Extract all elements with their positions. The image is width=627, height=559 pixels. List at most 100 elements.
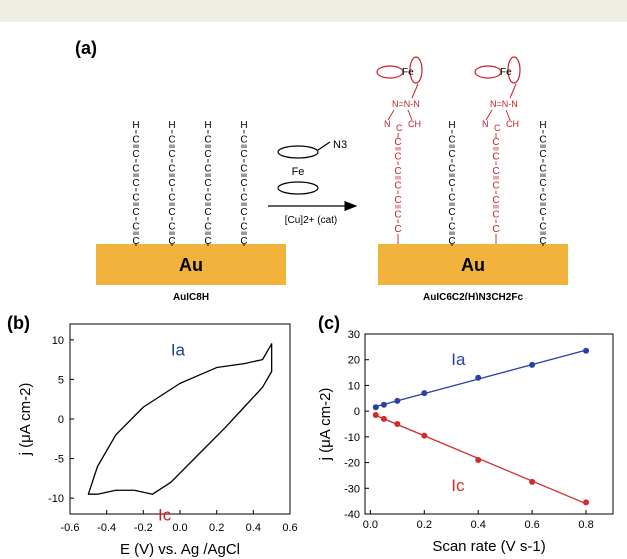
chain-atom: C: [539, 236, 546, 247]
data-point: [475, 374, 482, 381]
chain-atom: C: [492, 181, 499, 192]
chain-atom: C: [394, 195, 401, 206]
cathodic-label: Ic: [158, 505, 172, 524]
y-axis-label: j (μA cm-2): [317, 388, 334, 462]
chain-atom: C: [204, 236, 211, 247]
azide-label: N3: [333, 139, 347, 151]
chain-atom: C: [168, 149, 175, 160]
y-tick-label: -40: [344, 509, 360, 521]
y-tick-label: 10: [52, 335, 64, 347]
chain-atom: C: [492, 166, 499, 177]
data-point: [475, 457, 482, 463]
top-band: [0, 0, 627, 22]
y-tick-label: -30: [344, 483, 360, 495]
chain-atom: C: [204, 178, 211, 189]
right-caption: AuIC6C2(H)N3CH2Fc: [423, 292, 523, 300]
y-tick-label: -10: [344, 432, 360, 444]
data-point: [583, 499, 590, 506]
reaction-scheme: Au AuIC8H HCCCCCCCCHCCCCCCCCHCCCCCCCCHCC…: [96, 56, 568, 300]
chain-atom: C: [448, 164, 455, 175]
chain-atom: C: [240, 149, 247, 160]
y-tick-label: -10: [48, 493, 64, 505]
y-tick-label: 30: [348, 329, 360, 341]
chain-atom: C: [492, 224, 499, 235]
chain-atom: H: [539, 120, 546, 131]
data-point: [421, 432, 428, 439]
cv-curve: [87, 343, 273, 495]
panel-label-b: (b): [7, 313, 30, 333]
chain-atom: C: [168, 135, 175, 146]
chain-atom: C: [539, 135, 546, 146]
plot-frame: [364, 333, 614, 515]
chain-atom: C: [448, 222, 455, 233]
chain-atom: C: [539, 149, 546, 160]
chain-atom: C: [394, 210, 401, 221]
chain-atom: C: [240, 164, 247, 175]
series-label: Ia: [451, 350, 466, 369]
chain-atom: H: [132, 120, 139, 131]
chain-atom: H: [168, 120, 175, 131]
chain-atom: C: [539, 193, 546, 204]
chain-atom: C: [204, 207, 211, 218]
chain-atom: C: [132, 222, 139, 233]
panel-label-c: (c): [318, 313, 340, 333]
chain-atom: C: [204, 149, 211, 160]
y-tick-label: 0: [354, 406, 360, 418]
chain-atom: C: [394, 224, 401, 235]
chain-atom: C: [394, 137, 401, 148]
chain-atom: C: [539, 207, 546, 218]
triazole-atom: N: [482, 119, 489, 129]
data-point: [394, 421, 401, 427]
x-tick-label: -0.2: [134, 522, 153, 534]
chain-atom: C: [132, 193, 139, 204]
chain-atom: C: [240, 222, 247, 233]
data-point: [380, 401, 387, 408]
left-au-label: Au: [179, 255, 203, 275]
triazole-atom: N=N-N: [490, 99, 518, 109]
x-tick-label: 0.8: [578, 519, 593, 531]
triazole-atom: N=N-N: [392, 99, 420, 109]
x-tick-label: 0.2: [209, 522, 224, 534]
chain-atom: C: [240, 178, 247, 189]
ferrocene-azide-reagent: N3 Fe: [277, 139, 347, 195]
x-tick-label: 0.0: [172, 522, 187, 534]
x-tick-label: 0.4: [246, 522, 261, 534]
data-point: [529, 478, 536, 485]
y-tick-label: 20: [348, 355, 360, 367]
x-tick-label: 0.6: [524, 519, 539, 531]
left-au-substrate: [96, 244, 286, 285]
chain-atom: C: [492, 152, 499, 163]
data-point: [394, 397, 401, 404]
chain-atom: C: [168, 207, 175, 218]
chain-atom: C: [539, 164, 546, 175]
chain-atom: C: [539, 222, 546, 233]
triazole-atom: CH: [506, 119, 519, 129]
chain-atom: C: [240, 236, 247, 247]
x-tick-label: 0.0: [363, 519, 378, 531]
chain-atom: C: [394, 152, 401, 163]
x-tick-label: -0.4: [97, 522, 116, 534]
series-label: Ic: [451, 476, 465, 495]
panel-label-a: (a): [75, 38, 97, 58]
data-point: [380, 415, 387, 422]
chain-atom: C: [240, 207, 247, 218]
y-tick-label: 5: [58, 374, 64, 386]
chain-atom: C: [394, 181, 401, 192]
chain-atom: C: [132, 178, 139, 189]
triazole-atom: CH: [408, 119, 421, 129]
chain-atom: C: [204, 193, 211, 204]
triazole-atom: N: [384, 119, 391, 129]
y-tick-label: 10: [348, 380, 360, 392]
chain-atom: C: [539, 178, 546, 189]
x-tick-label: 0.6: [282, 522, 297, 534]
y-tick-label: -20: [344, 458, 360, 470]
chain-atom: C: [448, 135, 455, 146]
chain-atom: C: [132, 164, 139, 175]
chain-atom: H: [204, 120, 211, 131]
